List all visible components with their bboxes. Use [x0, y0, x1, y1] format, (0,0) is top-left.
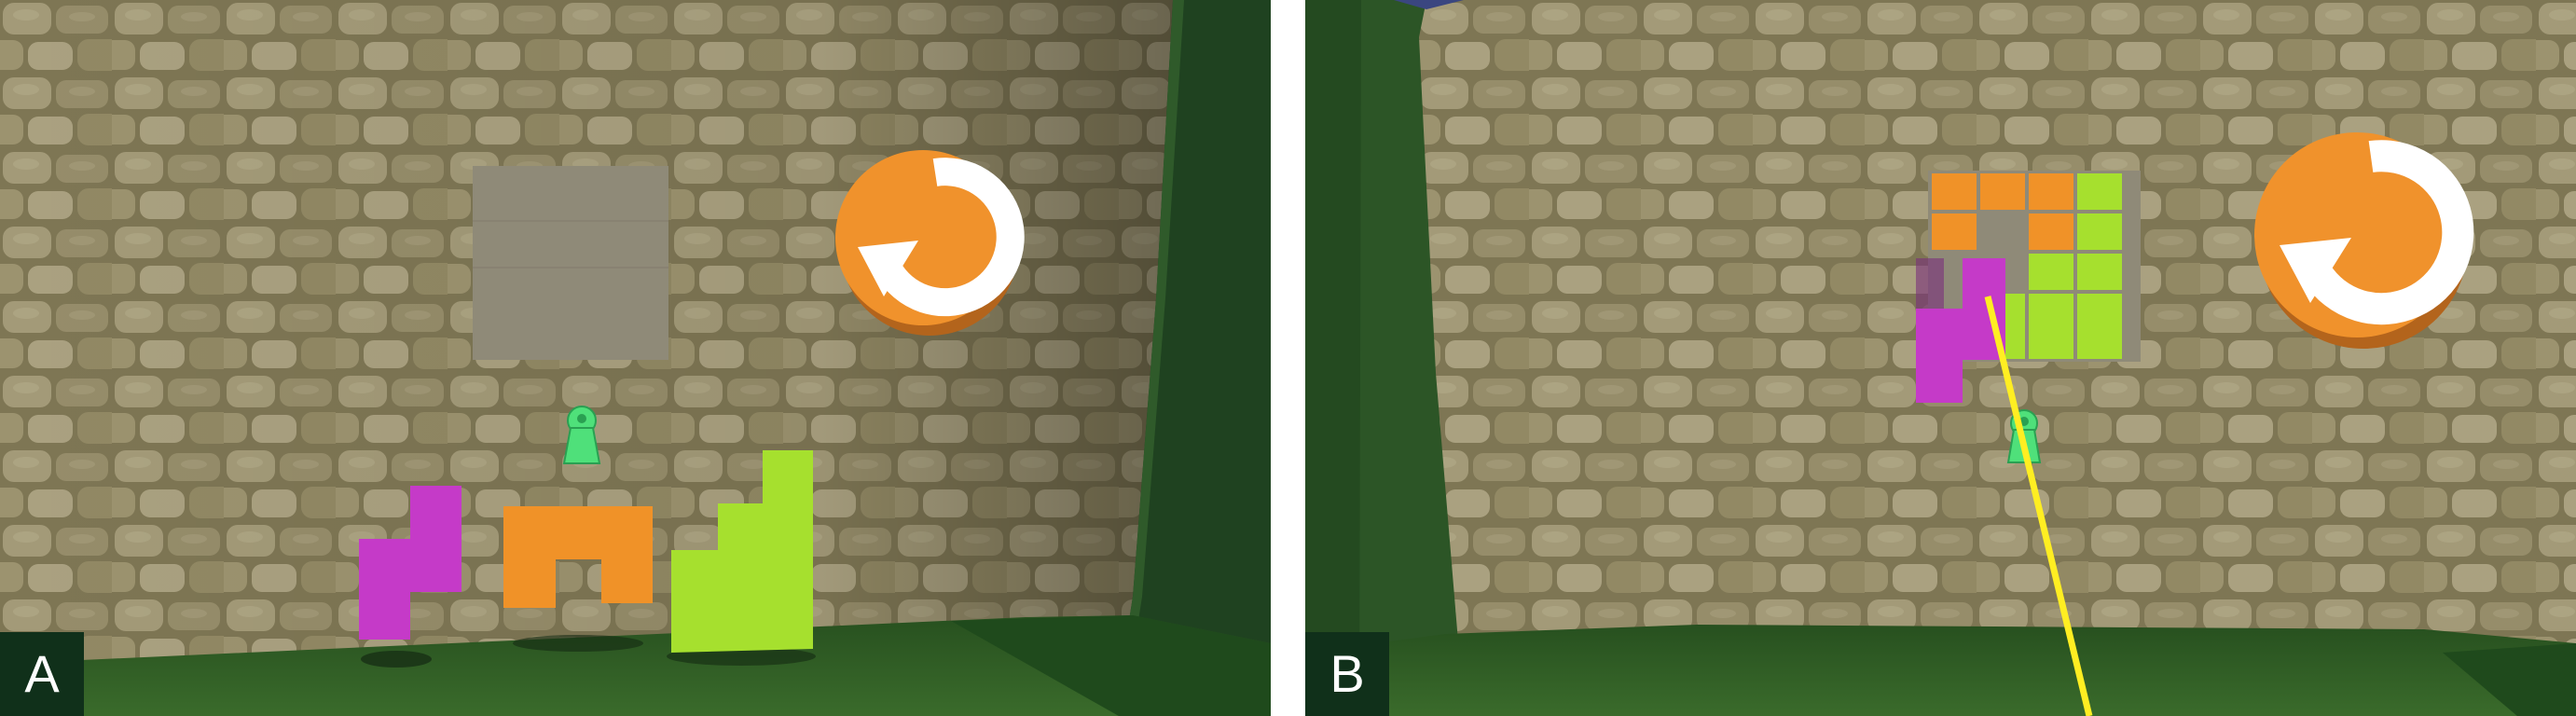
reset-button[interactable] [2254, 132, 2474, 349]
magenta-piece[interactable] [1916, 258, 2005, 403]
board-cell [2077, 213, 2122, 250]
scene-b [1305, 0, 2576, 716]
grass-floor [1305, 625, 2576, 716]
board-cell [2077, 294, 2122, 330]
reset-button[interactable] [835, 150, 1025, 336]
board-cell [2029, 326, 2073, 359]
panel-label-b: B [1305, 632, 1389, 716]
board-cell [1932, 213, 1977, 250]
puzzle-board[interactable] [473, 166, 668, 360]
board-cell [2029, 294, 2073, 330]
side-wall-edge [1114, 0, 1184, 716]
board-cell [2029, 254, 2073, 290]
green-piece[interactable] [671, 450, 813, 653]
orange-piece[interactable] [503, 506, 653, 608]
scene-a [0, 0, 1271, 716]
grass-floor [0, 615, 1271, 716]
side-wall-dark [1114, 0, 1271, 716]
board-cell [2077, 326, 2122, 359]
panel-a: A [0, 0, 1271, 716]
side-wall-dark [1305, 0, 1361, 716]
board-cell [2077, 254, 2122, 290]
floor-shadow [2443, 643, 2576, 716]
magenta-piece-shadow [1916, 258, 1944, 309]
board-cell [1980, 173, 2025, 210]
panel-label-a: A [0, 632, 84, 716]
sky-sliver [1394, 0, 1464, 9]
board-cell [1932, 173, 1977, 210]
reset-arrow-icon [858, 158, 1025, 317]
board-cell [2029, 173, 2073, 210]
pointer-ray [1984, 296, 2093, 716]
floor-shadow [951, 615, 1271, 716]
board-cell [2077, 173, 2122, 210]
keyhole-icon [562, 406, 601, 464]
panel-b: B [1305, 0, 2576, 716]
reset-arrow-icon [2280, 140, 2474, 325]
magenta-piece[interactable] [359, 486, 461, 640]
board-cell [2029, 213, 2073, 250]
